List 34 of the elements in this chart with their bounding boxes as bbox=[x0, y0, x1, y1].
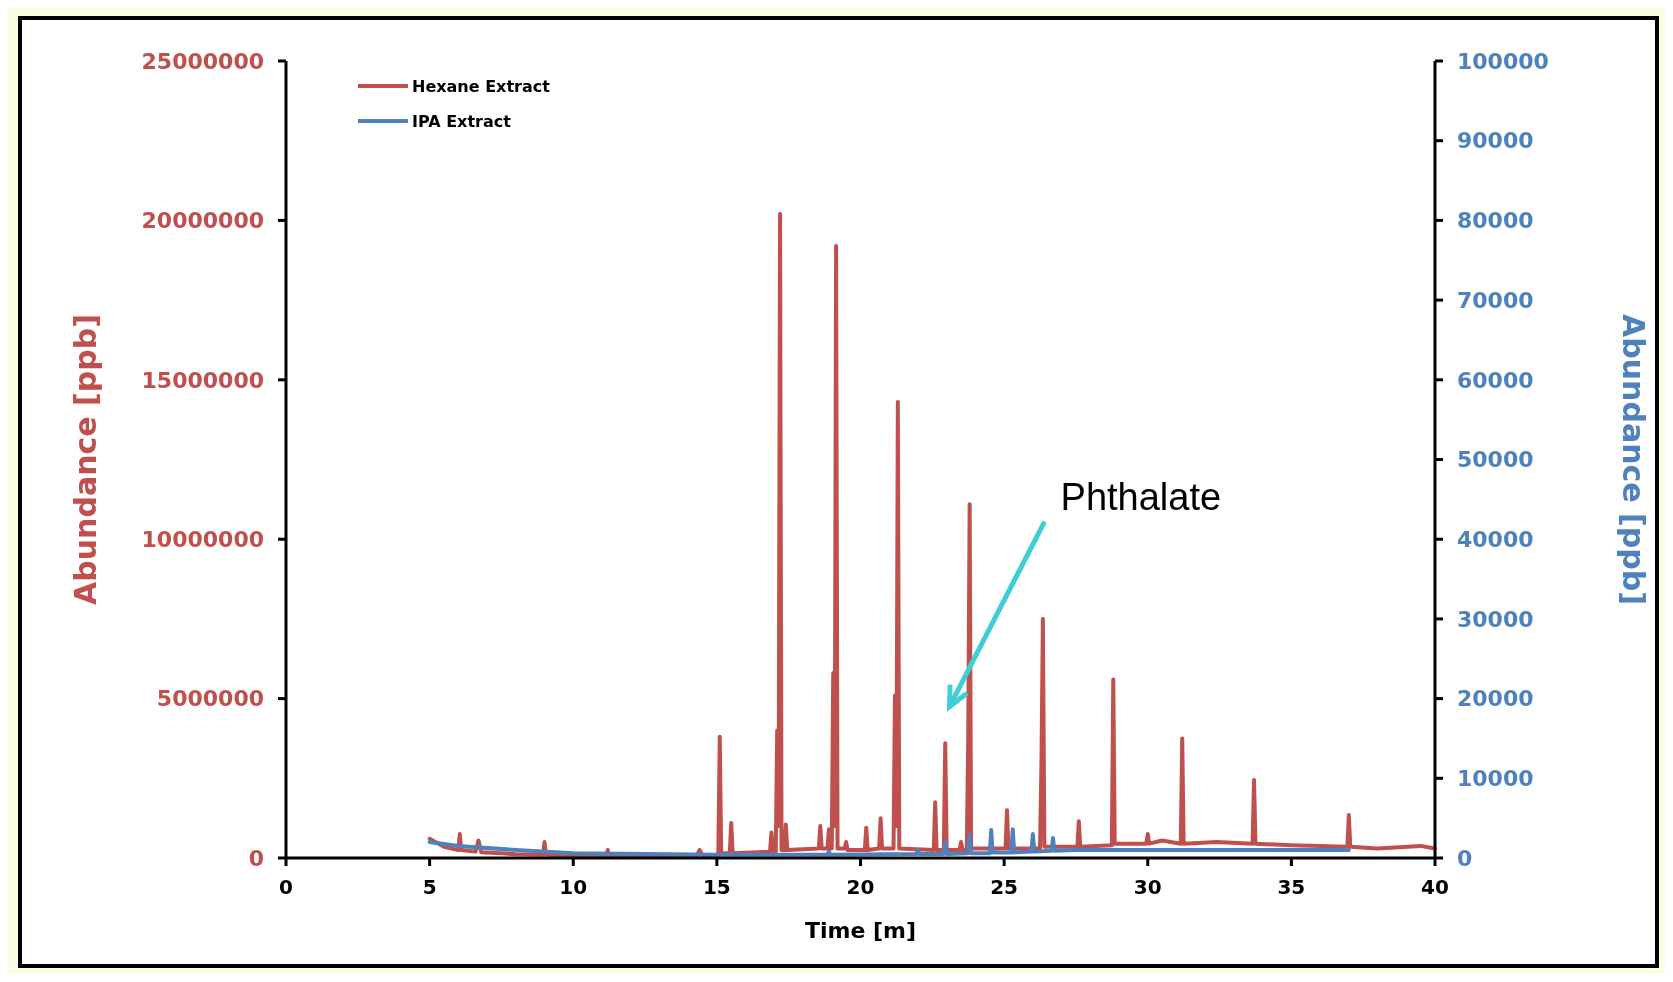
x-tick-label: 35 bbox=[1277, 875, 1306, 899]
x-axis-title: Time [m] bbox=[804, 918, 917, 943]
x-tick-label: 30 bbox=[1133, 875, 1162, 899]
y-tick-label: 0 bbox=[248, 845, 264, 871]
y-tick-label: 5000000 bbox=[156, 686, 264, 712]
y-tick-label: 10000000 bbox=[141, 526, 264, 552]
line-series bbox=[427, 827, 1351, 857]
legend-label: IPA Extract bbox=[412, 111, 512, 131]
y2-tick-label: 50000 bbox=[1457, 447, 1534, 473]
y2-tick-label: 10000 bbox=[1457, 766, 1534, 791]
line-series bbox=[427, 212, 1437, 859]
y2-tick-label: 90000 bbox=[1457, 128, 1534, 154]
y2-tick-label: 0 bbox=[1457, 845, 1473, 871]
y2-tick-label: 100000 bbox=[1457, 48, 1549, 74]
y2-tick-label: 80000 bbox=[1457, 208, 1534, 234]
x-tick-label: 5 bbox=[422, 875, 437, 899]
y2-tick-label: 60000 bbox=[1457, 367, 1534, 393]
y-axis-title: Abundance [ppb] bbox=[68, 314, 103, 605]
y2-tick-label: 40000 bbox=[1457, 526, 1534, 552]
annotation: Phthalate bbox=[1060, 475, 1222, 518]
x-tick-label: 15 bbox=[702, 875, 731, 899]
y-tick-label: 20000000 bbox=[141, 208, 264, 234]
y2-tick-label: 70000 bbox=[1457, 287, 1534, 313]
y2-axis-title: Abundance [ppb] bbox=[1616, 314, 1651, 605]
y-tick-label: 15000000 bbox=[141, 367, 264, 393]
x-tick-label: 20 bbox=[846, 875, 875, 899]
y2-tick-label: 30000 bbox=[1457, 606, 1534, 632]
x-tick-label: 10 bbox=[559, 875, 588, 899]
x-tick-label: 40 bbox=[1421, 875, 1449, 899]
x-tick-label: 25 bbox=[990, 875, 1019, 899]
x-tick-label: 0 bbox=[279, 875, 293, 899]
y-tick-label: 25000000 bbox=[141, 48, 264, 74]
y2-tick-label: 20000 bbox=[1457, 686, 1534, 712]
legend-label: Hexane Extract bbox=[412, 76, 551, 96]
